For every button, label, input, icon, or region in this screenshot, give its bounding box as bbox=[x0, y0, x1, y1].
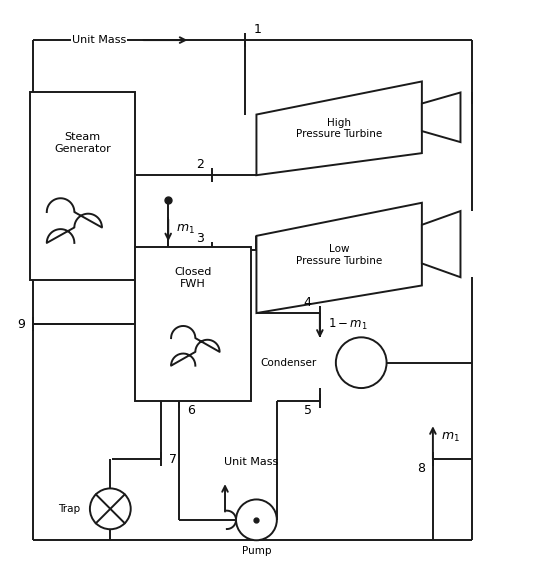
Text: Steam
Generator: Steam Generator bbox=[55, 132, 111, 154]
Circle shape bbox=[336, 338, 387, 388]
Text: 9: 9 bbox=[17, 318, 25, 331]
Polygon shape bbox=[256, 81, 422, 175]
Text: Low
Pressure Turbine: Low Pressure Turbine bbox=[296, 244, 382, 266]
Text: Closed
FWH: Closed FWH bbox=[174, 267, 212, 289]
Bar bbox=[135, 247, 251, 401]
Text: Pump: Pump bbox=[242, 546, 271, 556]
Text: 8: 8 bbox=[417, 462, 424, 475]
Text: $m_1$: $m_1$ bbox=[441, 431, 460, 443]
Text: 3: 3 bbox=[196, 232, 204, 245]
Text: 7: 7 bbox=[169, 453, 177, 466]
Polygon shape bbox=[422, 93, 461, 142]
Text: 1: 1 bbox=[253, 23, 262, 36]
Circle shape bbox=[90, 488, 131, 529]
Circle shape bbox=[236, 499, 277, 540]
Text: 5: 5 bbox=[304, 404, 311, 417]
Text: 2: 2 bbox=[196, 158, 204, 171]
Polygon shape bbox=[256, 203, 422, 313]
Text: 4: 4 bbox=[304, 296, 311, 308]
Text: Trap: Trap bbox=[58, 504, 80, 514]
Text: 6: 6 bbox=[188, 404, 196, 417]
Text: High
Pressure Turbine: High Pressure Turbine bbox=[296, 118, 382, 139]
Text: Unit Mass: Unit Mass bbox=[72, 35, 126, 45]
Text: $m_1$: $m_1$ bbox=[177, 223, 196, 236]
Text: $1 - m_1$: $1 - m_1$ bbox=[328, 317, 368, 332]
Text: Unit Mass: Unit Mass bbox=[224, 457, 278, 467]
Text: Condenser: Condenser bbox=[261, 358, 317, 368]
Bar bbox=[30, 93, 135, 280]
Polygon shape bbox=[422, 211, 461, 277]
